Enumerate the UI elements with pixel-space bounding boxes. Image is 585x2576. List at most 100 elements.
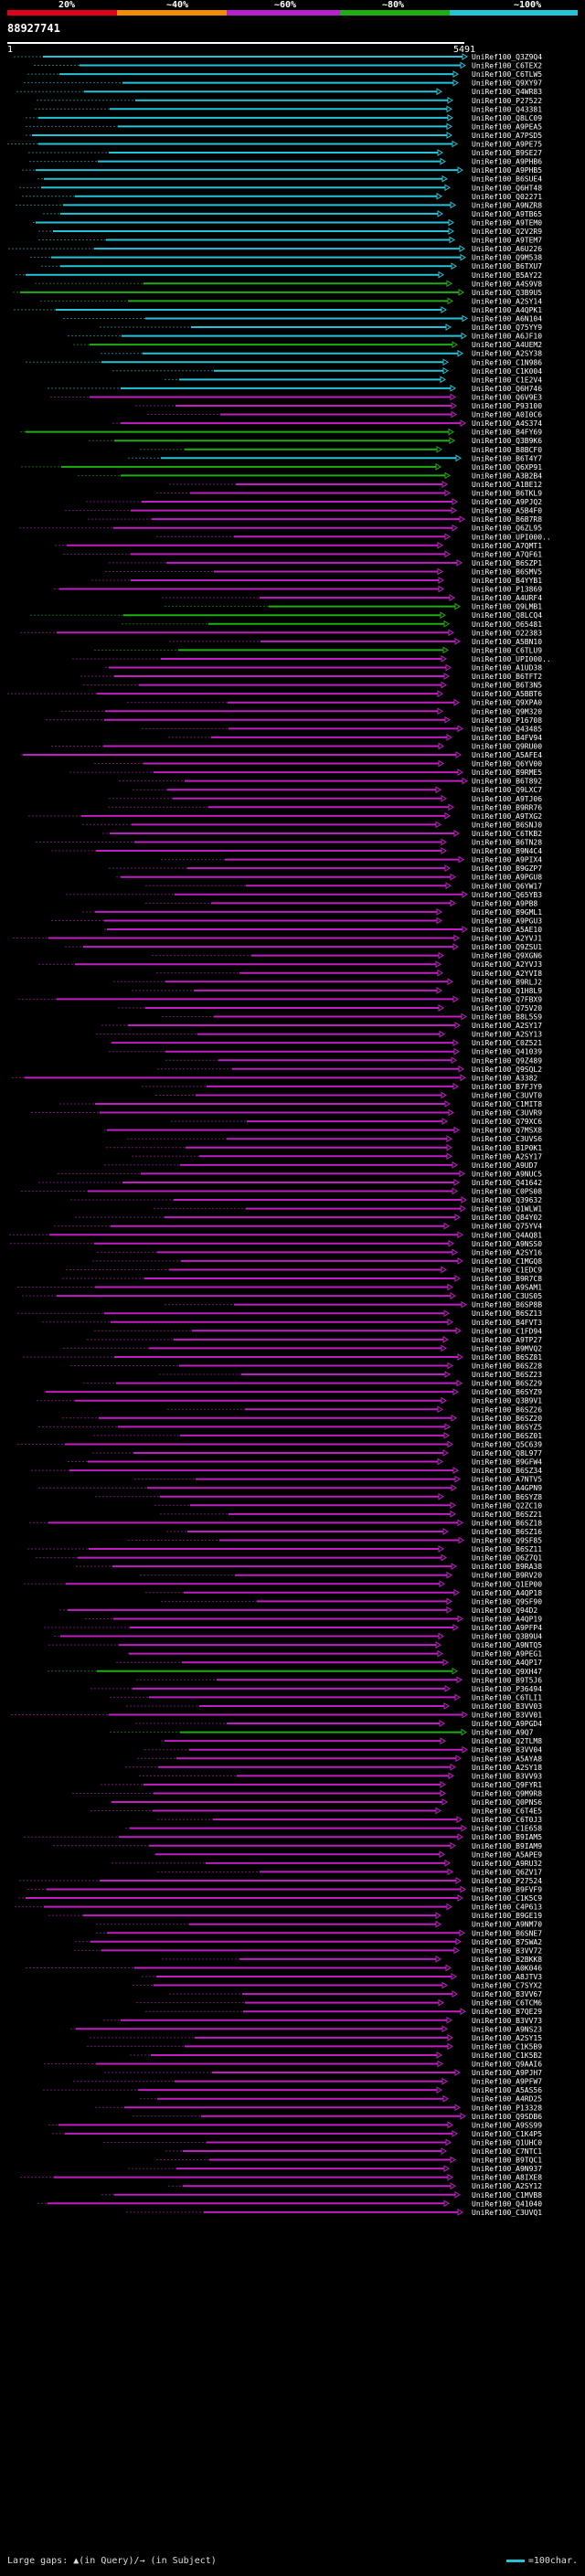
hit-label[interactable]: UniRef100_A2SY14 [472,297,542,305]
hit-label[interactable]: UniRef100_B6T892 [472,778,542,786]
hit-label[interactable]: UniRef100_A9PHB5 [472,166,542,175]
hit-label[interactable]: UniRef100_C0PS08 [472,1188,542,1196]
hit-label[interactable]: UniRef100_Q6ZV17 [472,1868,542,1876]
hit-label[interactable]: UniRef100_A9PE75 [472,141,542,149]
hit-label[interactable]: UniRef100_C1K5C9 [472,1894,542,1903]
hit-label[interactable]: UniRef100_Q9SQL2 [472,1065,542,1074]
hit-label[interactable]: UniRef100_B6T4Y7 [472,454,542,462]
hit-label[interactable]: UniRef100_Q75YY9 [472,323,542,332]
hit-label[interactable]: UniRef100_A2SY13 [472,1031,542,1039]
hit-label[interactable]: UniRef100_Q6YV00 [472,760,542,769]
hit-label[interactable]: UniRef100_B8L5S9 [472,1013,542,1022]
hit-label[interactable]: UniRef100_B6SZ20 [472,1415,542,1423]
hit-label[interactable]: UniRef100_Q1EP00 [472,1580,542,1588]
hit-label[interactable]: UniRef100_A4QP18 [472,1589,542,1597]
hit-label[interactable]: UniRef100_A5APE9 [472,1850,542,1859]
hit-label[interactable]: UniRef100_B4FVT3 [472,1319,542,1327]
hit-label[interactable]: UniRef100_C6TEX2 [472,62,542,70]
hit-label[interactable]: UniRef100_Q39632 [472,1196,542,1204]
hit-label[interactable]: UniRef100_C1E658 [472,1825,542,1833]
hit-label[interactable]: UniRef100_C3UVS6 [472,1135,542,1143]
hit-label[interactable]: UniRef100_C6T0J3 [472,1816,542,1824]
hit-label[interactable]: UniRef100_Q6ZL95 [472,525,542,533]
hit-label[interactable]: UniRef100_B6SYZ8 [472,1493,542,1501]
hit-label[interactable]: UniRef100_A9PGU3 [472,917,542,925]
hit-label[interactable]: UniRef100_Q41040 [472,2200,542,2208]
hit-label[interactable]: UniRef100_C1K5B9 [472,2042,542,2051]
hit-label[interactable]: UniRef100_B9RA38 [472,1563,542,1571]
hit-label[interactable]: UniRef100_A4S9V8 [472,280,542,288]
hit-label[interactable]: UniRef100_A4GPN9 [472,1484,542,1492]
hit-label[interactable]: UniRef100_P27524 [472,1877,542,1885]
hit-label[interactable]: UniRef100_A2SY18 [472,1764,542,1772]
hit-label[interactable]: UniRef100_Q9M320 [472,707,542,716]
hit-label[interactable]: UniRef100_A9PIX4 [472,856,542,864]
hit-label[interactable]: UniRef100_P13869 [472,586,542,594]
hit-label[interactable]: UniRef100_A4URF4 [472,594,542,602]
hit-label[interactable]: UniRef100_A9PGU8 [472,874,542,882]
hit-label[interactable]: UniRef100_A7QMT1 [472,542,542,550]
hit-label[interactable]: UniRef100_Q9XH47 [472,1668,542,1676]
hit-label[interactable]: UniRef100_B6TN28 [472,839,542,847]
hit-label[interactable]: UniRef100_B6SUE4 [472,175,542,184]
hit-label[interactable]: UniRef100_A2YVI8 [472,970,542,978]
hit-label[interactable]: UniRef100_A5B4F0 [472,507,542,515]
hit-label[interactable]: UniRef100_C7SYX2 [472,1982,542,1990]
hit-label[interactable]: UniRef100_Q1H8L9 [472,987,542,995]
hit-label[interactable]: UniRef100_A7NTV5 [472,1476,542,1484]
hit-label[interactable]: UniRef100_C1N986 [472,358,542,366]
hit-label[interactable]: UniRef100_A4S374 [472,419,542,428]
hit-label[interactable]: UniRef100_Q4WR83 [472,88,542,96]
hit-label[interactable]: UniRef100_P16708 [472,716,542,725]
hit-label[interactable]: UniRef100_A9TEM7 [472,237,542,245]
hit-label[interactable]: UniRef100_B9RLJ2 [472,978,542,986]
hit-label[interactable]: UniRef100_Q9LXC7 [472,786,542,794]
hit-label[interactable]: UniRef100_A9TB65 [472,210,542,218]
hit-label[interactable]: UniRef100_C6T4E5 [472,1807,542,1816]
hit-label[interactable]: UniRef100_Q2ZC10 [472,1501,542,1510]
hit-label[interactable]: UniRef100_Q9SDB6 [472,2113,542,2121]
hit-label[interactable]: UniRef100_B9GE19 [472,1912,542,1920]
hit-label[interactable]: UniRef100_B6TKL9 [472,490,542,498]
hit-label[interactable]: UniRef100_A5AE10 [472,926,542,934]
hit-label[interactable]: UniRef100_B9GZP7 [472,864,542,873]
hit-label[interactable]: UniRef100_A9PJQ2 [472,498,542,506]
hit-label[interactable]: UniRef100_B6SZ26 [472,1405,542,1414]
hit-label[interactable]: UniRef100_Q9SF85 [472,1537,542,1545]
hit-label[interactable]: UniRef100_B3VV72 [472,1946,542,1955]
hit-label[interactable]: UniRef100_A2YVJ1 [472,935,542,943]
hit-label[interactable]: UniRef100_A6JF10 [472,333,542,341]
hit-label[interactable]: UniRef100_A0I0C6 [472,411,542,419]
hit-label[interactable]: UniRef100_A9TP27 [472,1336,542,1344]
hit-label[interactable]: UniRef100_B6SZ29 [472,1380,542,1388]
hit-label[interactable]: UniRef100_Q3B9V1 [472,1397,542,1405]
hit-label[interactable]: UniRef100_B1P0K1 [472,1144,542,1152]
hit-label[interactable]: UniRef100_A9TXG2 [472,812,542,821]
hit-label[interactable]: UniRef100_Q9M538 [472,254,542,262]
hit-label[interactable]: UniRef100_A9PB8 [472,899,537,907]
hit-label[interactable]: UniRef100_Q6V9E3 [472,393,542,401]
hit-label[interactable]: UniRef100_A9NUC5 [472,1170,542,1178]
hit-label[interactable]: UniRef100_A4UEM2 [472,341,542,349]
hit-label[interactable]: UniRef100_B9IAM5 [472,1833,542,1841]
hit-label[interactable]: UniRef100_A6U226 [472,245,542,253]
hit-label[interactable]: UniRef100_B6SZ11 [472,1545,542,1553]
hit-label[interactable]: UniRef100_B6SZ21 [472,1511,542,1519]
hit-label[interactable]: UniRef100_A5BN10 [472,638,542,646]
hit-label[interactable]: UniRef100_A4QPK1 [472,306,542,314]
hit-label[interactable]: UniRef100_B4FY69 [472,429,542,437]
hit-label[interactable]: UniRef100_Q2V2R9 [472,228,542,236]
hit-label[interactable]: UniRef100_A9TJ06 [472,795,542,803]
hit-label[interactable]: UniRef100_Q8L977 [472,1449,542,1458]
hit-label[interactable]: UniRef100_Q94D2 [472,1606,537,1615]
hit-label[interactable]: UniRef100_P36494 [472,1685,542,1693]
hit-label[interactable]: UniRef100_Q41642 [472,1179,542,1187]
hit-label[interactable]: UniRef100_B6SZ18 [472,1519,542,1527]
hit-label[interactable]: UniRef100_Q6XP91 [472,463,542,472]
hit-label[interactable]: UniRef100_B7QE29 [472,2008,542,2016]
hit-label[interactable]: UniRef100_A5AFE4 [472,751,542,759]
hit-label[interactable]: UniRef100_P93100 [472,402,542,410]
hit-label[interactable]: UniRef100_B6SZP1 [472,559,542,567]
hit-label[interactable]: UniRef100_Q02271 [472,193,542,201]
hit-label[interactable]: UniRef100_B6TXU7 [472,262,542,270]
